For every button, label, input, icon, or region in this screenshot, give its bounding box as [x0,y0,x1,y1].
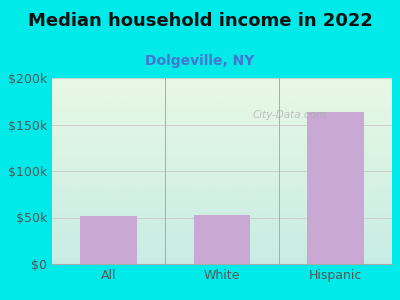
Bar [80,216,137,264]
Text: Median household income in 2022: Median household income in 2022 [28,12,372,30]
Bar [194,215,250,264]
Text: City-Data.com: City-Data.com [253,110,327,120]
Bar [307,112,364,264]
Text: Dolgeville, NY: Dolgeville, NY [145,54,255,68]
